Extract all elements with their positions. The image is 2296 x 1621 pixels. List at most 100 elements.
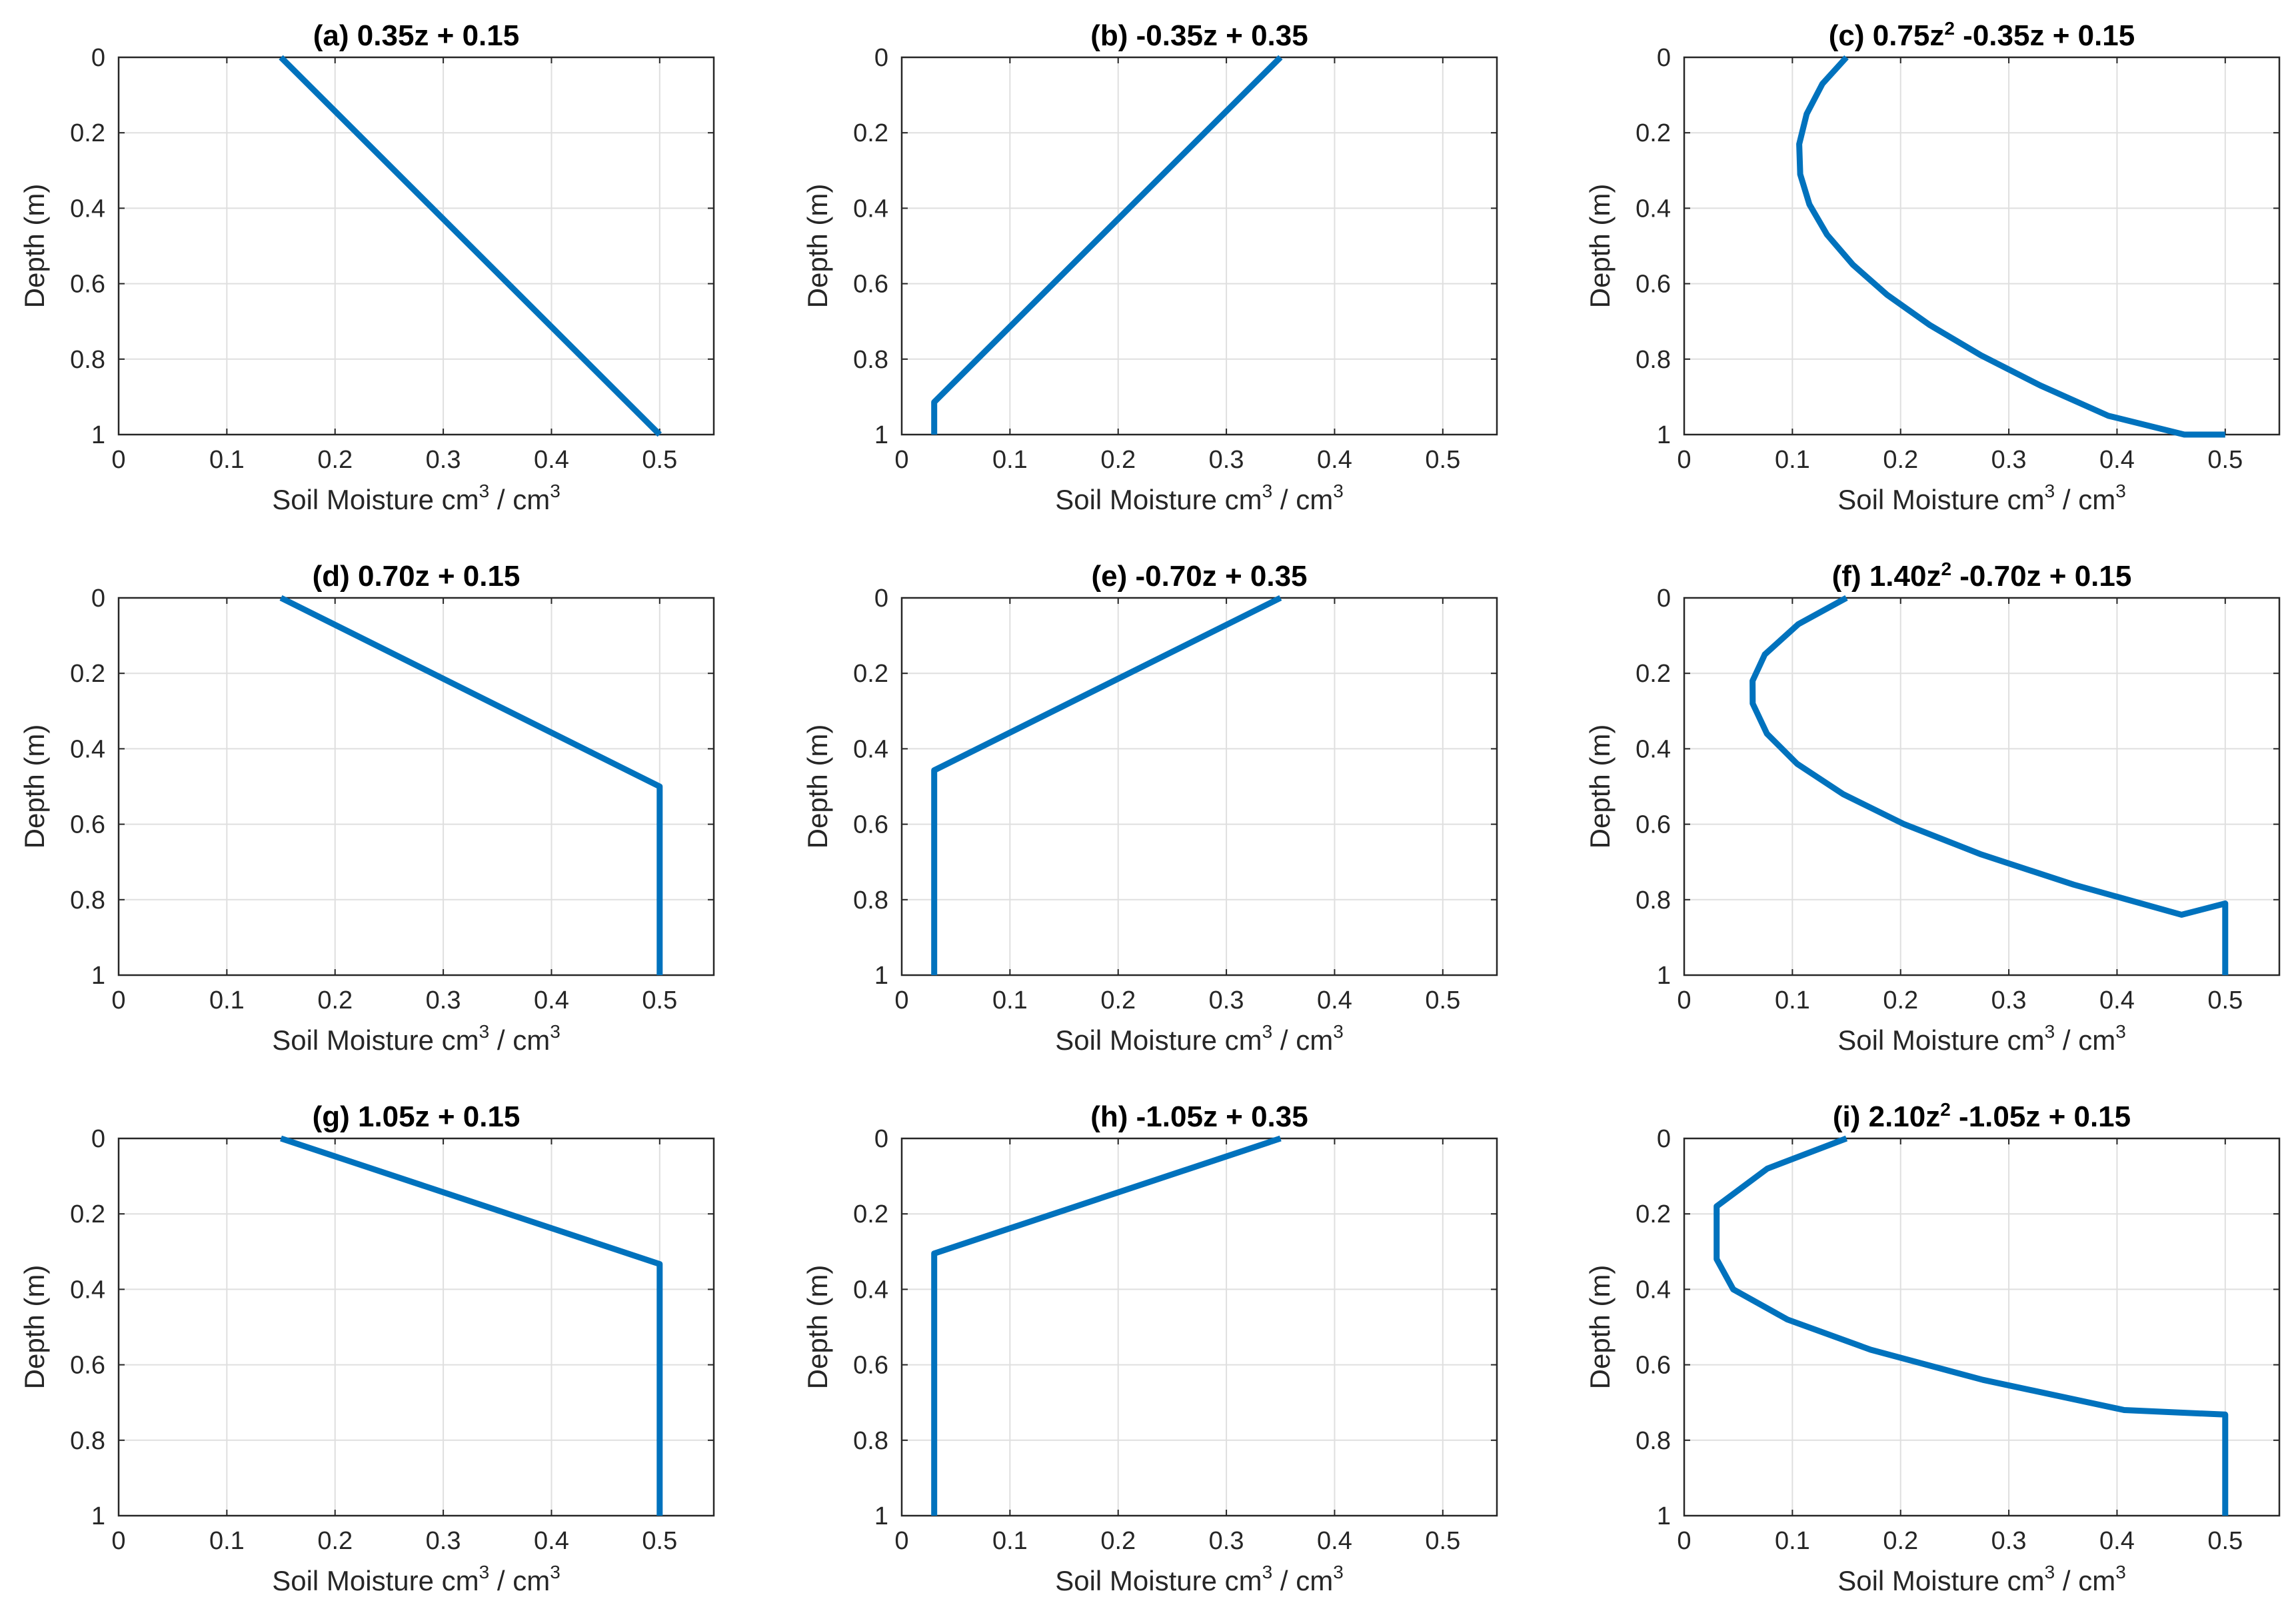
title-base: (e) -0.70z + 0.35 xyxy=(1091,560,1307,593)
y-tick-label: 0.8 xyxy=(70,886,105,914)
chart-title: (a) 0.35z + 0.15 xyxy=(313,19,519,52)
y-axis-label: Depth (m) xyxy=(802,184,833,309)
series-line-profile xyxy=(931,1135,1282,1516)
title-superscript: 2 xyxy=(1944,18,1955,39)
title-base: (i) 2.10z xyxy=(1833,1100,1940,1133)
x-axis-label-sup2: 3 xyxy=(2115,1562,2126,1582)
y-tick-label: 0.4 xyxy=(70,735,105,763)
x-tick-label: 0.2 xyxy=(317,446,353,474)
y-tick-label: 0.8 xyxy=(1636,886,1671,914)
x-tick-label: 0.3 xyxy=(1209,986,1244,1014)
title-base: (f) 1.40z xyxy=(1832,560,1941,593)
axes-box xyxy=(117,1137,715,1517)
title-base: (a) 0.35z + 0.15 xyxy=(313,19,519,52)
series-line-profile xyxy=(931,595,1282,975)
y-tick-label: 0.6 xyxy=(1636,811,1671,839)
x-tick-label: 0.5 xyxy=(2207,1527,2243,1555)
title-base: (h) -1.05z + 0.35 xyxy=(1090,1100,1308,1133)
x-tick-label: 0.1 xyxy=(992,1527,1028,1555)
y-axis-label: Depth (m) xyxy=(802,1265,833,1390)
panel-f: 0 0.1 0.2 0.3 0.4 0.5 0 0.2 0.4 0.6 0.8 1 (f) 1.40z2… xyxy=(1584,559,2281,1056)
chart-title: (f) 1.40z2 -0.70z + 0.15 xyxy=(1832,559,2132,593)
x-tick-label: 0.5 xyxy=(2207,446,2243,474)
chart-title: (h) -1.05z + 0.35 xyxy=(1090,1100,1308,1133)
y-axis-label: Depth (m) xyxy=(19,184,50,309)
title-base: (c) 0.75z xyxy=(1829,19,1945,52)
x-tick-label: 0.3 xyxy=(426,986,461,1014)
series-line-profile xyxy=(279,55,662,437)
y-tick-label: 0.4 xyxy=(1636,195,1671,223)
y-tick-label: 1 xyxy=(1657,421,1671,449)
x-tick-label: 0.4 xyxy=(534,986,569,1014)
x-axis-label-text: Soil Moisture cm xyxy=(1055,1565,1262,1596)
x-axis-label-sup: 3 xyxy=(479,481,490,501)
panel-d: 0 0.1 0.2 0.3 0.4 0.5 0 0.2 0.4 0.6 0.8 1 (d) 0.70z … xyxy=(19,560,715,1056)
x-tick-label: 0.4 xyxy=(1317,986,1352,1014)
y-tick-label: 0.6 xyxy=(70,1352,105,1380)
plot-area xyxy=(902,598,1497,975)
x-tick-label: 0.1 xyxy=(209,986,245,1014)
y-tick-label: 0.8 xyxy=(853,346,888,374)
x-tick-label: 0.4 xyxy=(1317,446,1352,474)
y-axis-label: Depth (m) xyxy=(1584,1265,1616,1390)
chart-title: (d) 0.70z + 0.15 xyxy=(313,560,521,593)
chart-title: (i) 2.10z2 -1.05z + 0.15 xyxy=(1833,1099,2131,1133)
axes-box xyxy=(117,597,715,976)
y-tick-label: 0 xyxy=(874,44,888,72)
x-axis-label: Soil Moisture cm3 / cm3 xyxy=(272,481,561,515)
series-line-profile xyxy=(279,595,663,975)
y-tick-label: 0.4 xyxy=(1636,735,1671,763)
y-tick-label: 1 xyxy=(91,421,105,449)
x-axis-label-text: Soil Moisture cm xyxy=(1837,1565,2044,1596)
y-tick-label: 0.6 xyxy=(70,271,105,299)
y-axis-label: Depth (m) xyxy=(802,725,833,849)
panel-h: 0 0.1 0.2 0.3 0.4 0.5 0 0.2 0.4 0.6 0.8 1 (h) -1.05z… xyxy=(802,1100,1498,1596)
x-axis-label: Soil Moisture cm3 / cm3 xyxy=(272,1021,561,1056)
x-axis-label: Soil Moisture cm3 / cm3 xyxy=(1837,1562,2126,1596)
y-tick-label: 1 xyxy=(1657,962,1671,990)
series-line-profile xyxy=(931,55,1283,435)
y-tick-label: 1 xyxy=(874,421,888,449)
y-tick-label: 0.2 xyxy=(1636,660,1671,688)
x-axis-label-text: Soil Moisture cm xyxy=(1055,1024,1262,1056)
x-axis-label-sup2: 3 xyxy=(550,1021,561,1042)
x-tick-label: 0.4 xyxy=(2099,1527,2135,1555)
y-tick-label: 0.4 xyxy=(853,735,888,763)
y-tick-label: 0.4 xyxy=(853,1276,888,1304)
y-tick-label: 0.6 xyxy=(70,811,105,839)
y-tick-label: 0 xyxy=(91,585,105,613)
series-line-profile xyxy=(1749,595,2229,975)
y-tick-label: 0.8 xyxy=(853,886,888,914)
x-tick-label: 0.1 xyxy=(1775,446,1810,474)
x-tick-label: 0 xyxy=(1677,986,1691,1014)
x-axis-label: Soil Moisture cm3 / cm3 xyxy=(1055,1021,1344,1056)
x-axis-label-sup2: 3 xyxy=(1333,481,1344,501)
panel-a: 0 0.1 0.2 0.3 0.4 0.5 0 0.2 0.4 0.6 0.8 1 (a) 0.35z … xyxy=(19,19,715,515)
y-tick-label: 1 xyxy=(91,1502,105,1530)
x-tick-label: 0.1 xyxy=(1775,1527,1810,1555)
y-tick-label: 0.8 xyxy=(1636,1427,1671,1455)
y-tick-label: 0.2 xyxy=(70,119,105,147)
title-superscript: 2 xyxy=(1940,1099,1951,1120)
series-line-profile xyxy=(1796,55,2225,438)
chart-title: (e) -0.70z + 0.35 xyxy=(1091,560,1307,593)
x-tick-label: 0 xyxy=(111,986,125,1014)
x-axis-label-text: Soil Moisture cm xyxy=(1837,484,2044,515)
x-axis-label-text: Soil Moisture cm xyxy=(272,484,479,515)
x-axis-label: Soil Moisture cm3 / cm3 xyxy=(1837,481,2126,515)
x-axis-label-mid: / cm xyxy=(489,1565,550,1596)
x-tick-label: 0.5 xyxy=(642,986,677,1014)
y-tick-label: 0 xyxy=(1657,585,1671,613)
y-tick-label: 0.2 xyxy=(1636,1200,1671,1228)
x-axis-label-text: Soil Moisture cm xyxy=(1055,484,1262,515)
y-tick-label: 0.2 xyxy=(853,1200,888,1228)
y-tick-label: 0.4 xyxy=(1636,1276,1671,1304)
x-axis-label-sup: 3 xyxy=(479,1562,490,1582)
panel-g: 0 0.1 0.2 0.3 0.4 0.5 0 0.2 0.4 0.6 0.8 1 (g) 1.05z … xyxy=(19,1100,715,1596)
y-tick-label: 0.8 xyxy=(853,1427,888,1455)
y-tick-label: 0.2 xyxy=(70,1200,105,1228)
y-tick-label: 0.2 xyxy=(1636,119,1671,147)
x-axis-label-sup: 3 xyxy=(1262,481,1273,501)
y-tick-label: 0.6 xyxy=(853,271,888,299)
x-tick-label: 0.1 xyxy=(992,986,1028,1014)
